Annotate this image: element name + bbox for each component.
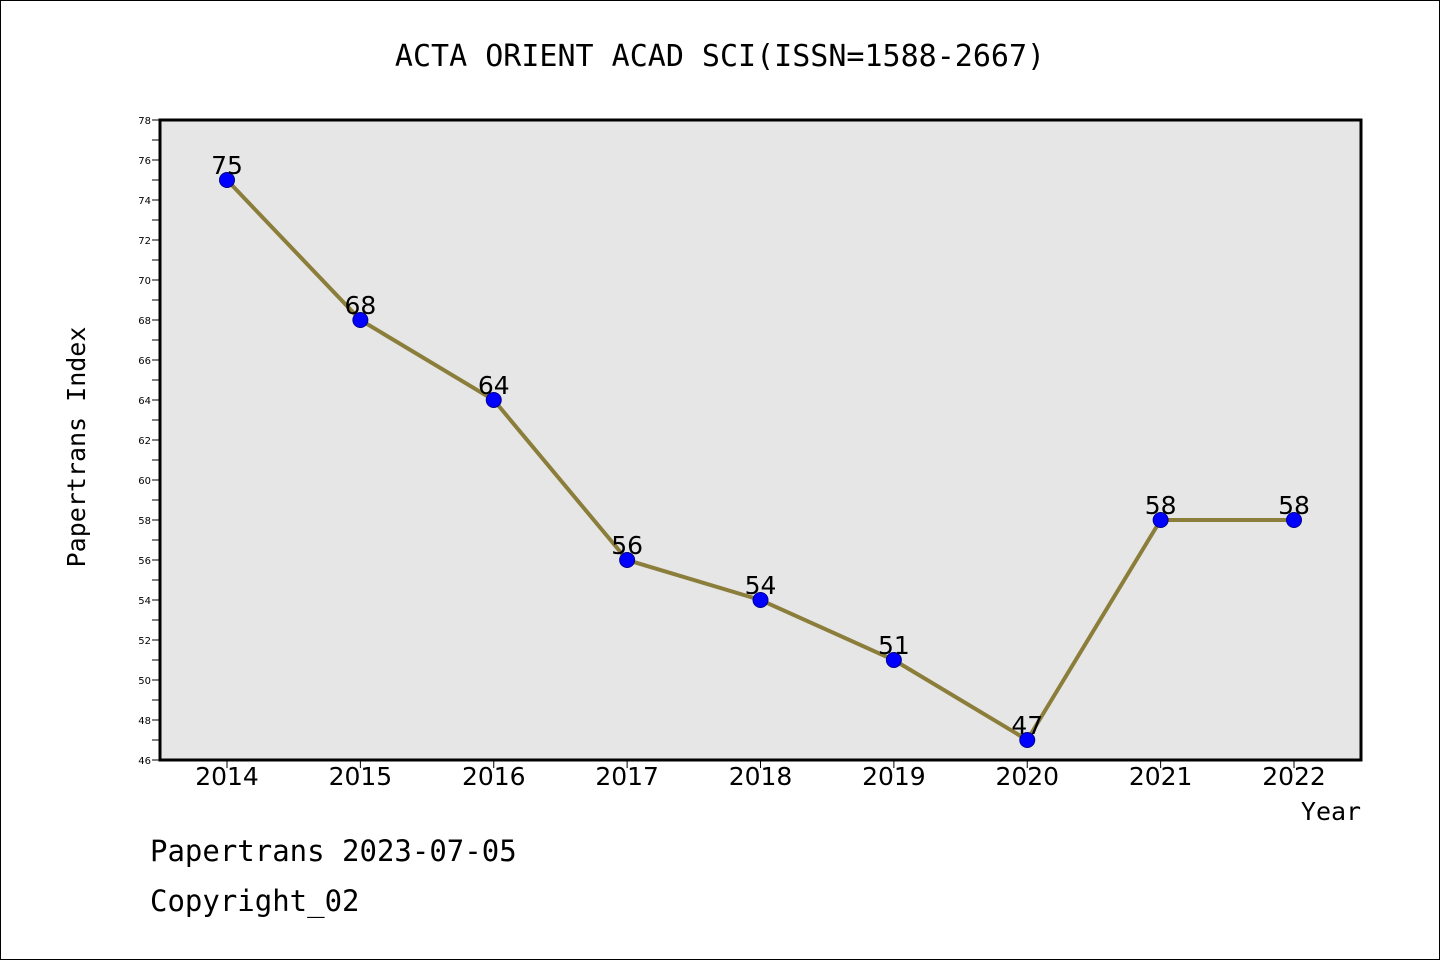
y-axis-label: Papertrans Index [62, 327, 91, 568]
data-label: 64 [478, 371, 510, 400]
x-tick-label: 2018 [729, 762, 793, 791]
y-axis: 46 48 50 52 54 56 58 60 62 64 66 68 70 72 74 76 78 [138, 116, 160, 767]
x-tick-label: 2015 [329, 762, 393, 791]
data-label: 58 [1145, 491, 1177, 520]
data-labels: 75 68 64 56 54 51 47 58 58 [211, 151, 1310, 740]
x-tick-label: 2021 [1129, 762, 1193, 791]
data-label: 75 [211, 151, 243, 180]
data-label: 51 [878, 631, 910, 660]
plot-border [158, 118, 1363, 762]
data-point [752, 592, 769, 608]
y-tick-label: 70 [138, 276, 151, 287]
x-axis-label: Year [1301, 797, 1361, 826]
data-label: 47 [1011, 711, 1043, 740]
data-point [885, 652, 902, 668]
y-tick-label: 76 [138, 156, 151, 167]
y-tick-label: 64 [138, 396, 151, 407]
y-tick-label: 78 [138, 116, 151, 127]
data-point [485, 392, 502, 408]
chart-title: ACTA ORIENT ACAD SCI(ISSN=1588-2667) [395, 39, 1045, 74]
footer-date: Papertrans 2023-07-05 [150, 834, 517, 868]
x-tick-label: 2022 [1262, 762, 1326, 791]
y-tick-label: 56 [138, 556, 151, 567]
data-label: 54 [745, 571, 777, 600]
y-tick-label: 54 [138, 596, 151, 607]
x-tick-label: 2016 [462, 762, 526, 791]
x-tick-label: 2014 [195, 762, 259, 791]
y-tick-label: 48 [138, 716, 151, 727]
data-point [1286, 512, 1302, 528]
data-point [1019, 732, 1036, 748]
y-tick-label: 46 [138, 756, 151, 767]
data-markers [219, 172, 1302, 748]
y-tick-label: 62 [138, 436, 151, 447]
x-tick-label: 2019 [862, 762, 926, 791]
y-tick-label: 60 [138, 476, 151, 487]
x-tick-label: 2017 [595, 762, 659, 791]
y-tick-label: 72 [138, 236, 151, 247]
x-axis: 2014 2015 2016 2017 2018 2019 2020 2021 2022 [195, 760, 1326, 791]
y-tick-label: 66 [138, 356, 151, 367]
y-tick-label: 50 [138, 676, 151, 687]
data-point [619, 552, 636, 568]
y-tick-label: 68 [138, 316, 151, 327]
y-tick-label: 58 [138, 516, 151, 527]
data-label: 68 [344, 291, 376, 320]
data-point [219, 172, 235, 188]
data-point [1152, 512, 1169, 528]
footer-copyright: Copyright_02 [150, 884, 360, 918]
y-tick-label: 74 [138, 196, 151, 207]
data-label: 58 [1278, 491, 1310, 520]
data-label: 56 [611, 531, 643, 560]
data-point [352, 312, 369, 328]
x-tick-label: 2020 [995, 762, 1059, 791]
plot-area [160, 120, 1361, 760]
y-tick-label: 52 [138, 636, 151, 647]
